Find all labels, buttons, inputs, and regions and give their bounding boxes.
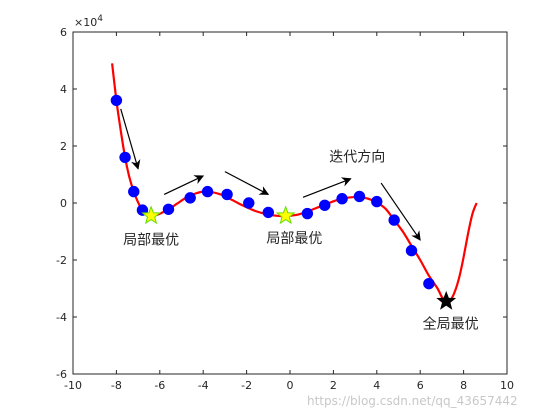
iteration-point [119,151,131,164]
x-tick-label: -2 [241,379,252,392]
x-tick-label: -10 [64,379,82,392]
iteration-point [162,203,175,215]
x-tick-label: 0 [287,379,294,392]
arrow-2 [163,175,205,195]
iteration-point [262,206,274,219]
iteration-point [353,190,366,203]
x-tick-label: -8 [111,379,122,392]
plot-area [72,31,508,375]
label-direction: 迭代方向 [329,150,385,166]
iteration-point [336,193,348,205]
x-tick-label: -4 [198,379,209,392]
y-axis: -6 -4 -2 0 2 4 6 [56,26,507,381]
y-tick-label: -6 [56,368,67,381]
y-tick-label: -4 [56,311,67,324]
iteration-point [319,199,331,211]
x-tick-label: 4 [373,379,380,392]
arrow-4 [302,177,352,198]
iteration-point [110,94,123,107]
x-tick-label: 8 [460,379,467,392]
x-tick-label: -6 [154,379,165,392]
watermark-text: https://blog.csdn.net/qq_43657442 [307,394,518,408]
x-tick-label: 2 [330,379,337,392]
iteration-point [243,197,255,209]
arrow-5 [380,182,421,241]
label-global: 全局最优 [423,315,479,332]
x-tick-label: 6 [417,379,424,392]
iteration-point [221,188,233,201]
label-local-left: 局部最优 [123,232,179,248]
local-optimum-left-star [141,205,162,225]
label-local-center: 局部最优 [266,231,322,247]
x-axis: -10 -8 -6 -4 -2 0 2 4 6 8 10 [64,32,514,392]
local-optimum-center-star [275,205,296,225]
y-tick-label: 0 [60,197,67,210]
iteration-point [388,214,400,226]
stars-layer [141,205,457,310]
y-exponent-power: 4 [97,14,103,24]
iteration-point [371,195,383,208]
x-tick-label: 10 [500,379,514,392]
arrow-1 [120,108,141,170]
global-optimum-star [436,290,457,310]
markers-layer [110,94,435,290]
iteration-point [301,207,314,220]
iteration-point [184,192,196,204]
arrow-3 [224,171,270,195]
y-tick-label: 2 [60,140,67,153]
iteration-point [128,185,140,198]
iteration-point [201,185,214,198]
y-tick-label: -2 [56,254,67,267]
y-tick-label: 6 [60,26,67,39]
iteration-point [405,244,418,257]
y-tick-label: 4 [60,83,67,96]
y-exponent-label: ×104 [74,14,103,29]
arrows-layer [120,108,421,241]
iteration-point [423,277,435,290]
